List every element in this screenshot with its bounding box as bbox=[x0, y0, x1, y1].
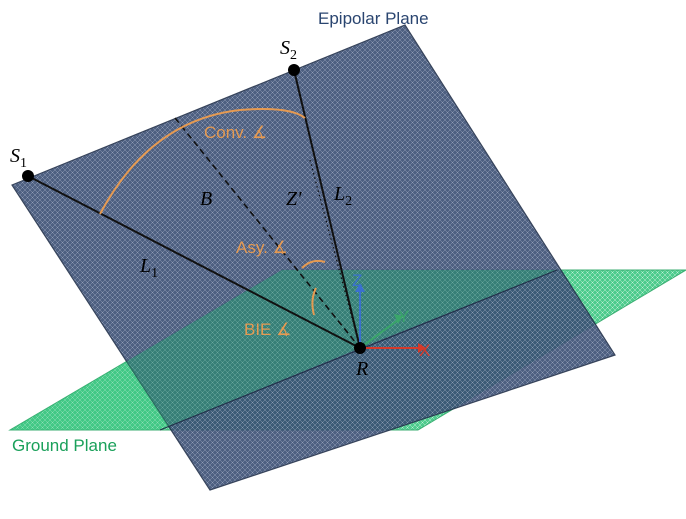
baseline-b-line bbox=[174, 117, 361, 349]
label-s2-sub: 2 bbox=[290, 48, 297, 63]
label-l1: L1 bbox=[139, 255, 158, 281]
point-s1 bbox=[22, 170, 34, 182]
ground-plane-overlay bbox=[10, 270, 557, 430]
axis-z-arrow bbox=[355, 283, 365, 292]
line-l1 bbox=[27, 175, 361, 349]
label-axis-y: Y bbox=[398, 307, 409, 326]
label-l1-sub: 1 bbox=[151, 266, 158, 281]
epipolar-plane-title: Epipolar Plane bbox=[318, 9, 429, 28]
label-r: R bbox=[355, 358, 368, 380]
label-l2-sub: 2 bbox=[345, 194, 352, 209]
axis-y-arrow bbox=[394, 314, 403, 324]
label-axis-x: X bbox=[419, 341, 430, 360]
asy-angle-arc bbox=[301, 259, 326, 269]
label-s1-main: S bbox=[10, 145, 20, 167]
label-s2: S2 bbox=[280, 37, 297, 63]
label-b: B bbox=[200, 188, 212, 210]
label-s1: S1 bbox=[10, 145, 27, 171]
axis-y-line bbox=[359, 319, 399, 349]
bie-angle-arc bbox=[311, 287, 317, 316]
label-l2-main: L bbox=[333, 183, 345, 205]
ground-plane-title: Ground Plane bbox=[12, 436, 117, 455]
label-z-prime: Z′ bbox=[286, 188, 302, 210]
point-s2 bbox=[288, 64, 300, 76]
label-s1-sub: 1 bbox=[20, 156, 27, 171]
line-l2 bbox=[293, 69, 361, 349]
label-conv-angle: Conv. ∡ bbox=[204, 123, 267, 142]
label-l2: L2 bbox=[333, 183, 352, 209]
conv-angle-arc bbox=[99, 108, 306, 215]
epipolar-plane bbox=[11, 24, 616, 491]
label-s2-main: S bbox=[280, 37, 290, 59]
label-asy-angle: Asy. ∡ bbox=[236, 238, 288, 257]
label-axis-z: Z bbox=[352, 271, 362, 290]
label-bie-angle: BIE ∡ bbox=[244, 320, 291, 339]
point-r bbox=[354, 342, 366, 354]
label-l1-main: L bbox=[139, 255, 151, 277]
axis-x-arrow bbox=[418, 343, 426, 353]
